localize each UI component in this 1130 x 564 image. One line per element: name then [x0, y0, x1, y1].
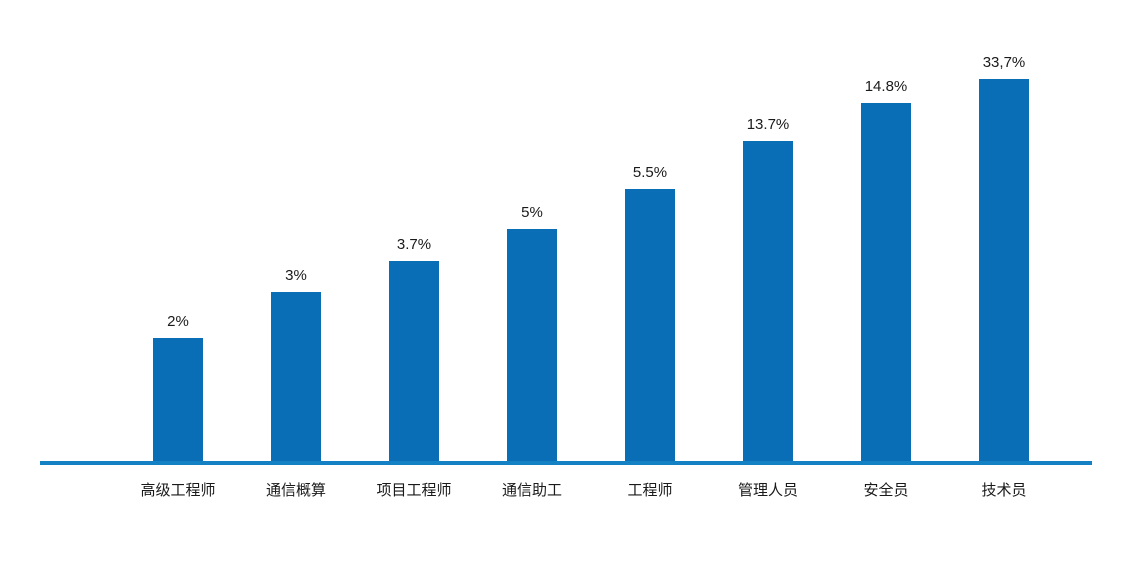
category-label: 通信概算 [265, 482, 326, 499]
bar-column: 3% [237, 0, 355, 461]
category-label: 管理人员 [737, 482, 798, 499]
bar [271, 292, 321, 461]
bar [625, 189, 675, 461]
category-label: 通信助工 [501, 482, 562, 499]
bar-column: 14.8% [827, 0, 945, 461]
category-label: 工程师 [627, 482, 673, 499]
data-label: 3.7% [396, 236, 432, 253]
category-label: 高级工程师 [140, 482, 216, 499]
x-axis-line [40, 461, 1092, 465]
bar-column: 3.7% [355, 0, 473, 461]
category-label: 安全员 [863, 482, 909, 499]
bar-column: 5% [473, 0, 591, 461]
bar [743, 141, 793, 461]
category-label: 项目工程师 [376, 482, 452, 499]
bar [153, 338, 203, 461]
data-label: 3% [285, 267, 307, 284]
bar [389, 261, 439, 461]
bar [979, 79, 1029, 461]
data-label: 2% [167, 313, 189, 330]
bar-column: 33,7% [945, 0, 1063, 461]
x-axis-labels: 高级工程师 通信概算 项目工程师 通信助工 工程师 管理人员 安全员 技术员 [119, 479, 1063, 500]
bar [861, 103, 911, 461]
data-label: 5.5% [632, 164, 668, 181]
data-label: 33,7% [982, 54, 1026, 71]
data-label: 14.8% [864, 78, 908, 95]
category-label: 技术员 [981, 482, 1027, 499]
data-label: 5% [521, 204, 543, 221]
plot-area: 2% 3% 3.7% 5% 5.5% 13.7% 14.8% 33,7% [119, 0, 1063, 461]
bar-column: 2% [119, 0, 237, 461]
data-label: 13.7% [746, 116, 790, 133]
bar [507, 229, 557, 461]
bar-column: 5.5% [591, 0, 709, 461]
bar-column: 13.7% [709, 0, 827, 461]
